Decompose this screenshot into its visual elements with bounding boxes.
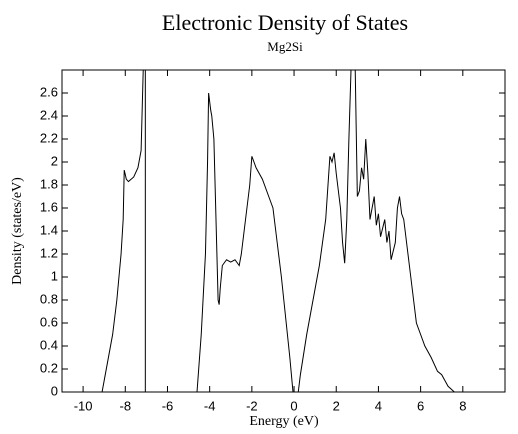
y-tick-label: 1.2 xyxy=(40,245,58,260)
dos-line xyxy=(101,70,459,392)
y-tick-label: 0.6 xyxy=(40,314,58,329)
y-tick-label: 1.8 xyxy=(40,176,58,191)
x-axis-label: Energy (eV) xyxy=(249,414,319,429)
x-tick-label: -4 xyxy=(204,398,216,413)
x-tick-label: 0 xyxy=(290,398,297,413)
y-axis-label: Density (states/eV) xyxy=(10,177,25,285)
x-tick-label: 2 xyxy=(333,398,340,413)
y-tick-label: 0.2 xyxy=(40,360,58,375)
y-tick-label: 0 xyxy=(51,383,58,398)
y-tick-label: 2.6 xyxy=(40,84,58,99)
y-tick-label: 2 xyxy=(51,153,58,168)
y-tick-label: 1.4 xyxy=(40,222,58,237)
x-tick-label: -10 xyxy=(74,398,93,413)
x-tick-label: -8 xyxy=(120,398,132,413)
y-tick-label: 1.6 xyxy=(40,199,58,214)
plot-frame xyxy=(61,69,506,393)
x-tick-label: 8 xyxy=(459,398,466,413)
y-tick-label: 2.2 xyxy=(40,130,58,145)
x-tick-label: -6 xyxy=(162,398,174,413)
chart-title: Electronic Density of States xyxy=(162,10,408,35)
y-tick-label: 0.4 xyxy=(40,337,58,352)
y-tick-label: 0.8 xyxy=(40,291,58,306)
y-tick-label: 1 xyxy=(51,268,58,283)
chart-subtitle: Mg2Si xyxy=(267,39,303,54)
x-tick-label: -2 xyxy=(246,398,258,413)
x-tick-label: 6 xyxy=(417,398,424,413)
x-tick-label: 4 xyxy=(375,398,382,413)
y-tick-label: 2.4 xyxy=(40,107,58,122)
